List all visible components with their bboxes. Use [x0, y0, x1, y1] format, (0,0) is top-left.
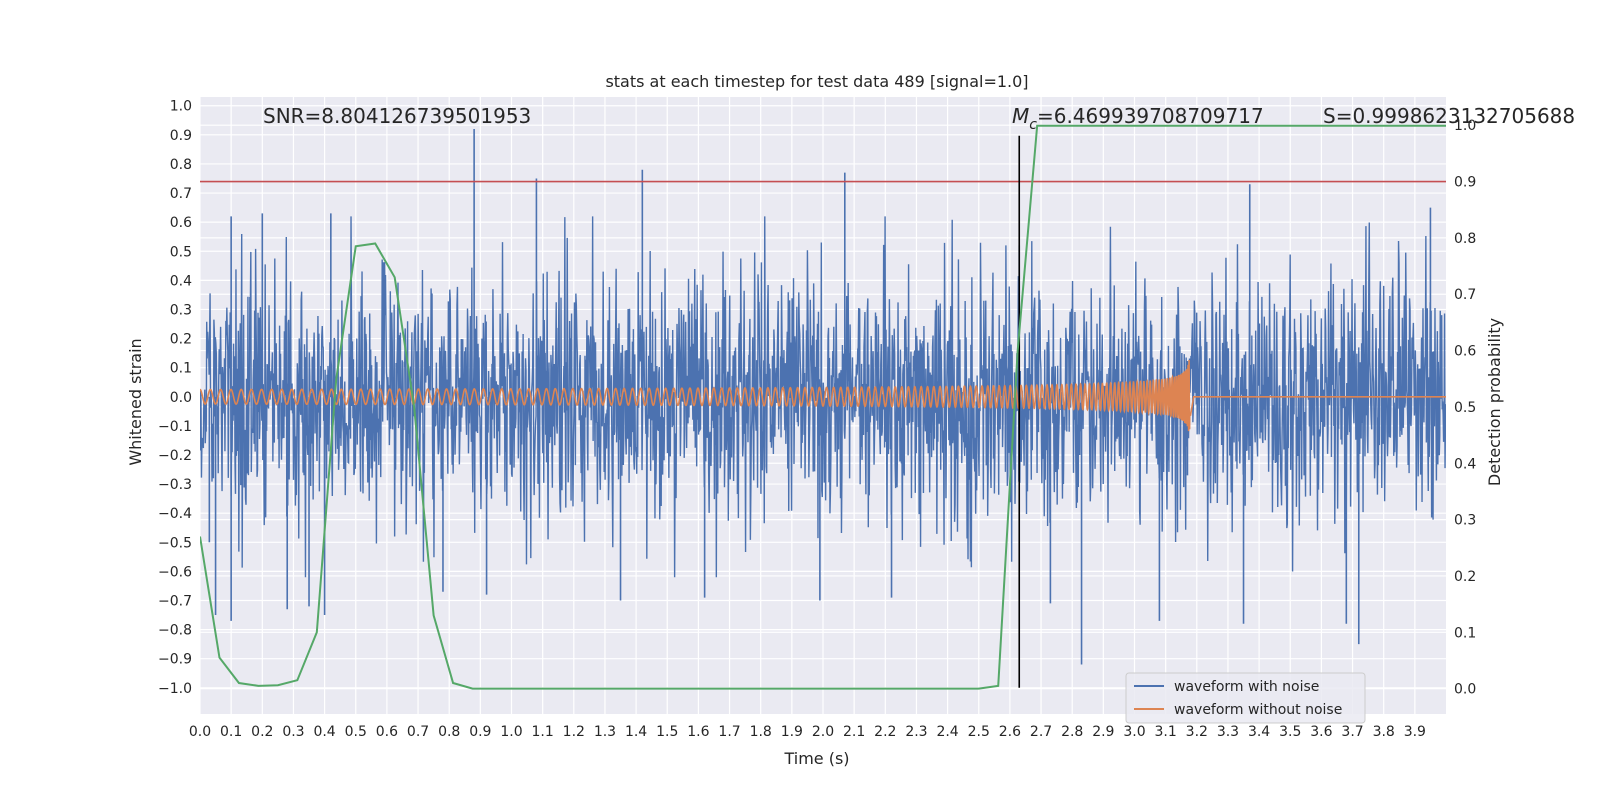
chirp-mass-annotation: Mc=6.469939708709717	[1012, 104, 1264, 133]
significance-annotation: S=0.9998623132705688	[1323, 104, 1575, 128]
x-tick-label: 2.4	[936, 724, 958, 740]
y-tick-label: 0.3	[170, 302, 192, 318]
chirp-mass-subscript: c	[1029, 117, 1037, 133]
x-tick-label: 0.4	[313, 724, 335, 740]
x-tick-label: 0.2	[251, 724, 273, 740]
y2-tick-label: 0.9	[1454, 175, 1476, 191]
chart-title: stats at each timestep for test data 489…	[605, 72, 1028, 91]
x-tick-label: 0.9	[469, 724, 491, 740]
x-tick-label: 1.7	[718, 724, 740, 740]
y-tick-label: 0.2	[170, 332, 192, 348]
chirp-mass-value: =6.469939708709717	[1037, 104, 1264, 128]
x-tick-label: 2.7	[1030, 724, 1052, 740]
y2-tick-label: 0.2	[1454, 569, 1476, 585]
y-tick-label: −0.4	[158, 506, 192, 522]
x-tick-label: 0.1	[220, 724, 242, 740]
x-tick-label: 1.5	[656, 724, 678, 740]
legend-label-noise: waveform with noise	[1174, 679, 1319, 695]
clean-waveform-line	[200, 360, 1446, 432]
x-tick-label: 2.8	[1061, 724, 1083, 740]
tick-labels: 0.0 0.1 0.2 0.3 0.4 0.5 0.6 0.7 0.8 0.9 1.0 1.1 1.2 1…	[158, 99, 1476, 740]
snr-annotation: SNR=8.804126739501953	[263, 104, 531, 128]
y-axis-label: Whitened strain	[126, 338, 145, 465]
x-tick-label: 0.0	[189, 724, 211, 740]
y-tick-label: 0.0	[170, 390, 192, 406]
y-tick-label: 0.5	[170, 244, 192, 260]
series-layer	[200, 124, 1446, 690]
y-tick-label: −0.1	[158, 419, 192, 435]
x-tick-label: 2.9	[1092, 724, 1114, 740]
y-tick-label: −0.9	[158, 652, 192, 668]
x-axis-label: Time (s)	[783, 749, 849, 768]
x-tick-label: 1.3	[594, 724, 616, 740]
x-tick-label: 1.8	[750, 724, 772, 740]
y2-tick-label: 0.7	[1454, 287, 1476, 303]
y-tick-label: 0.9	[170, 128, 192, 144]
x-tick-label: 1.6	[687, 724, 709, 740]
y-tick-label: −1.0	[158, 681, 192, 697]
legend-label-clean: waveform without noise	[1174, 702, 1342, 718]
y-tick-label: −0.2	[158, 448, 192, 464]
x-tick-label: 3.2	[1186, 724, 1208, 740]
x-tick-label: 0.5	[345, 724, 367, 740]
x-tick-label: 0.3	[282, 724, 304, 740]
x-tick-label: 1.0	[500, 724, 522, 740]
noise-waveform-line	[200, 216, 1446, 578]
legend-box	[1125, 672, 1366, 724]
y2-tick-label: 0.1	[1454, 625, 1476, 641]
grid	[199, 97, 1446, 714]
legend: waveform with noise waveform without noi…	[1125, 672, 1366, 724]
x-tick-label: 2.1	[843, 724, 865, 740]
x-tick-label: 3.3	[1217, 724, 1239, 740]
y2-tick-label: 0.3	[1454, 513, 1476, 529]
x-tick-label: 1.2	[563, 724, 585, 740]
y-tick-label: −0.8	[158, 623, 192, 639]
y-tick-label: −0.7	[158, 593, 192, 609]
x-tick-label: 0.7	[407, 724, 429, 740]
y2-tick-label: 0.4	[1454, 456, 1476, 472]
y2-axis-label: Detection probability	[1485, 318, 1504, 486]
y-tick-label: 0.8	[170, 157, 192, 173]
x-tick-label: 1.9	[781, 724, 803, 740]
y-tick-label: 1.0	[170, 99, 192, 115]
x-tick-label: 3.8	[1373, 724, 1395, 740]
x-tick-label: 3.4	[1248, 724, 1270, 740]
x-tick-label: 3.6	[1310, 724, 1332, 740]
y2-tick-label: 0.0	[1454, 682, 1476, 698]
x-tick-label: 3.7	[1341, 724, 1363, 740]
x-tick-label: 3.5	[1279, 724, 1301, 740]
y2-tick-label: 0.8	[1454, 231, 1476, 247]
x-tick-label: 2.0	[812, 724, 834, 740]
x-tick-label: 0.6	[376, 724, 398, 740]
chirp-mass-symbol: M	[1012, 104, 1029, 128]
detection-probability-line	[200, 124, 1446, 690]
x-tick-label: 2.2	[874, 724, 896, 740]
y-tick-label: −0.5	[158, 535, 192, 551]
y-tick-label: −0.3	[158, 477, 192, 493]
x-tick-label: 0.8	[438, 724, 460, 740]
x-tick-label: 2.6	[999, 724, 1021, 740]
y-tick-label: −0.6	[158, 564, 192, 580]
y2-tick-label: 0.6	[1454, 344, 1476, 360]
x-tick-label: 1.4	[625, 724, 647, 740]
x-tick-label: 2.3	[905, 724, 927, 740]
y-tick-label: 0.7	[170, 186, 192, 202]
y2-tick-label: 1.0	[1454, 118, 1476, 134]
x-tick-label: 3.0	[1123, 724, 1145, 740]
y-tick-label: 0.6	[170, 215, 192, 231]
x-tick-label: 3.9	[1404, 724, 1426, 740]
x-tick-label: 3.1	[1155, 724, 1177, 740]
y-tick-label: 0.1	[170, 361, 192, 377]
x-tick-label: 1.1	[532, 724, 554, 740]
x-tick-label: 2.5	[968, 724, 990, 740]
y-tick-label: 0.4	[170, 273, 192, 289]
y2-tick-label: 0.5	[1454, 400, 1476, 416]
